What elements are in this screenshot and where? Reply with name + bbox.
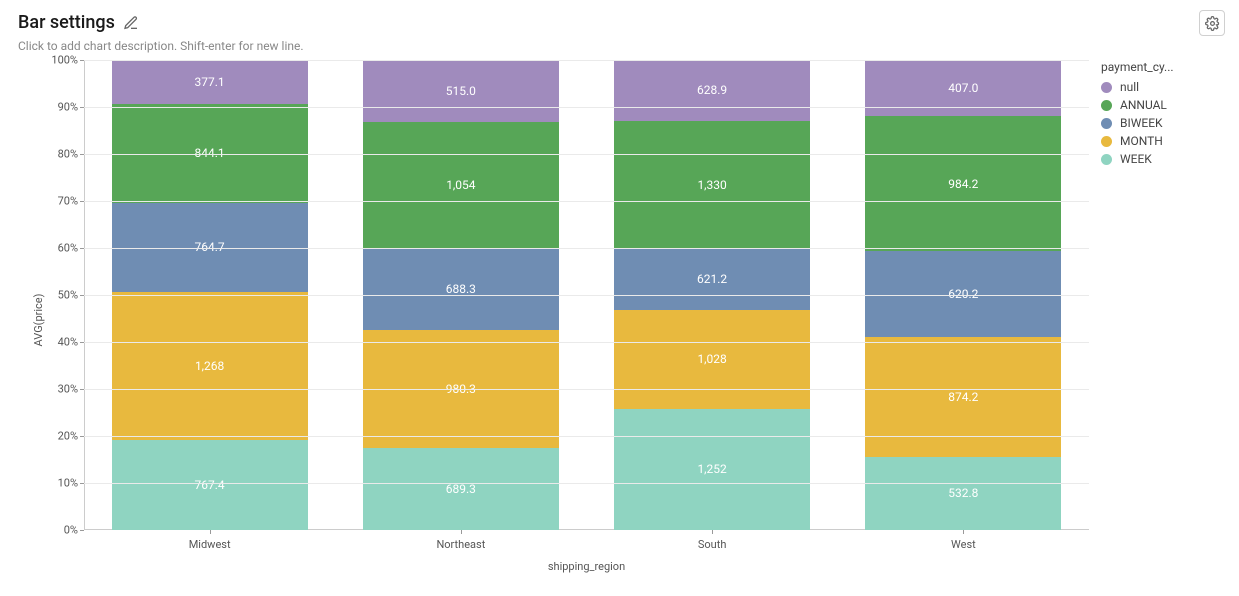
- segment-annual[interactable]: 1,054: [363, 122, 559, 248]
- segment-label: 620.2: [865, 287, 1061, 301]
- legend: payment_cy... null ANNUAL BIWEEK MONTH WEEK: [1101, 60, 1221, 168]
- y-tick-mark: [80, 60, 84, 61]
- x-tick-label: Northeast: [436, 538, 485, 551]
- segment-label: 1,252: [614, 462, 810, 476]
- chart-header: Bar settings: [0, 0, 1239, 37]
- y-tick-label: 90%: [58, 101, 78, 114]
- legend-item-annual[interactable]: ANNUAL: [1101, 96, 1221, 114]
- edit-title-icon[interactable]: [123, 15, 139, 31]
- legend-label: WEEK: [1120, 152, 1152, 166]
- y-tick-mark: [80, 248, 84, 249]
- y-tick-mark: [80, 342, 84, 343]
- legend-swatch: [1101, 100, 1112, 111]
- y-tick-mark: [80, 154, 84, 155]
- grid-line: [84, 201, 1089, 202]
- x-tick-mark: [712, 530, 713, 534]
- x-tick-mark: [963, 530, 964, 534]
- y-tick-label: 0%: [64, 524, 78, 537]
- segment-month[interactable]: 1,268: [112, 292, 308, 440]
- segment-label: 515.0: [363, 84, 559, 98]
- y-tick-mark: [80, 295, 84, 296]
- legend-swatch: [1101, 154, 1112, 165]
- chart-settings-button[interactable]: [1199, 10, 1225, 36]
- legend-label: MONTH: [1120, 134, 1163, 148]
- segment-label: 532.8: [865, 486, 1061, 500]
- grid-line: [84, 295, 1089, 296]
- grid-line: [84, 342, 1089, 343]
- segment-label: 407.0: [865, 81, 1061, 95]
- y-tick-label: 40%: [58, 336, 78, 349]
- segment-null[interactable]: 628.9: [614, 60, 810, 121]
- grid-line: [84, 248, 1089, 249]
- grid-line: [84, 483, 1089, 484]
- gear-icon: [1205, 16, 1220, 31]
- chart-title[interactable]: Bar settings: [18, 12, 115, 33]
- segment-label: 1,330: [614, 178, 810, 192]
- segment-label: 984.2: [865, 177, 1061, 191]
- y-tick-mark: [80, 530, 84, 531]
- legend-label: null: [1120, 80, 1139, 94]
- x-tick-label: South: [698, 538, 727, 551]
- segment-week[interactable]: 767.4: [112, 440, 308, 530]
- y-tick-label: 70%: [58, 195, 78, 208]
- x-tick-mark: [210, 530, 211, 534]
- segment-label: 1,028: [614, 352, 810, 366]
- segment-label: 1,054: [363, 178, 559, 192]
- legend-title: payment_cy...: [1101, 60, 1221, 74]
- legend-label: ANNUAL: [1120, 98, 1167, 112]
- segment-label: 874.2: [865, 390, 1061, 404]
- legend-item-null[interactable]: null: [1101, 78, 1221, 96]
- segment-week[interactable]: 689.3: [363, 448, 559, 531]
- y-tick-label: 50%: [58, 289, 78, 302]
- y-tick-mark: [80, 201, 84, 202]
- segment-biweek[interactable]: 621.2: [614, 249, 810, 309]
- segment-null[interactable]: 515.0: [363, 60, 559, 122]
- y-tick-label: 60%: [58, 242, 78, 255]
- legend-item-week[interactable]: WEEK: [1101, 150, 1221, 168]
- y-tick-label: 100%: [51, 54, 78, 67]
- legend-swatch: [1101, 82, 1112, 93]
- segment-month[interactable]: 1,028: [614, 310, 810, 409]
- y-tick-mark: [80, 436, 84, 437]
- segment-week[interactable]: 532.8: [865, 457, 1061, 530]
- legend-label: BIWEEK: [1120, 116, 1163, 130]
- grid-line: [84, 60, 1089, 61]
- y-tick-mark: [80, 389, 84, 390]
- segment-week[interactable]: 1,252: [614, 409, 810, 530]
- segment-label: 1,268: [112, 359, 308, 373]
- segment-annual[interactable]: 1,330: [614, 121, 810, 250]
- segment-label: 688.3: [363, 282, 559, 296]
- plot-area: 767.41,268764.7844.1377.1689.3980.3688.3…: [84, 60, 1089, 530]
- segment-annual[interactable]: 984.2: [865, 116, 1061, 251]
- segment-biweek[interactable]: 620.2: [865, 251, 1061, 336]
- x-tick-mark: [461, 530, 462, 534]
- segment-label: 621.2: [614, 272, 810, 286]
- x-axis-label: shipping_region: [548, 560, 625, 573]
- segment-label: 377.1: [112, 75, 308, 89]
- y-tick-mark: [80, 107, 84, 108]
- chart-area: AVG(price) 767.41,268764.7844.1377.1689.…: [18, 60, 1221, 580]
- legend-item-biweek[interactable]: BIWEEK: [1101, 114, 1221, 132]
- grid-line: [84, 436, 1089, 437]
- grid-line: [84, 389, 1089, 390]
- y-tick-label: 80%: [58, 148, 78, 161]
- y-tick-label: 10%: [58, 477, 78, 490]
- x-tick-label: Midwest: [189, 538, 231, 551]
- grid-line: [84, 154, 1089, 155]
- segment-biweek[interactable]: 688.3: [363, 248, 559, 330]
- grid-line: [84, 107, 1089, 108]
- segment-label: 767.4: [112, 478, 308, 492]
- segment-month[interactable]: 874.2: [865, 337, 1061, 457]
- legend-swatch: [1101, 136, 1112, 147]
- y-tick-label: 30%: [58, 383, 78, 396]
- y-axis-label: AVG(price): [32, 294, 45, 347]
- segment-label: 628.9: [614, 83, 810, 97]
- legend-swatch: [1101, 118, 1112, 129]
- legend-item-month[interactable]: MONTH: [1101, 132, 1221, 150]
- segment-null[interactable]: 377.1: [112, 60, 308, 104]
- y-tick-label: 20%: [58, 430, 78, 443]
- y-tick-mark: [80, 483, 84, 484]
- x-tick-label: West: [951, 538, 976, 551]
